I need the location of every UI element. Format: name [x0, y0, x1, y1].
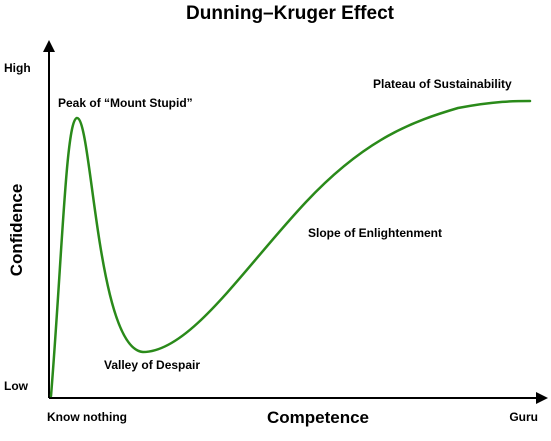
annotation-peak-mount-stupid: Peak of “Mount Stupid”: [58, 96, 193, 110]
x-axis-title: Competence: [267, 408, 369, 427]
annotation-plateau-of-sustainability: Plateau of Sustainability: [373, 77, 512, 91]
y-axis-high-label: High: [4, 61, 31, 75]
annotation-valley-of-despair: Valley of Despair: [104, 358, 200, 372]
x-axis-start-label: Know nothing: [47, 410, 127, 424]
annotation-slope-of-enlightenment: Slope of Enlightenment: [308, 226, 442, 240]
diagram-title: Dunning–Kruger Effect: [186, 3, 395, 24]
y-axis-title: Confidence: [7, 184, 26, 277]
x-axis-end-label: Guru: [509, 410, 538, 424]
confidence-curve: [49, 99, 532, 398]
y-axis-low-label: Low: [4, 379, 29, 393]
